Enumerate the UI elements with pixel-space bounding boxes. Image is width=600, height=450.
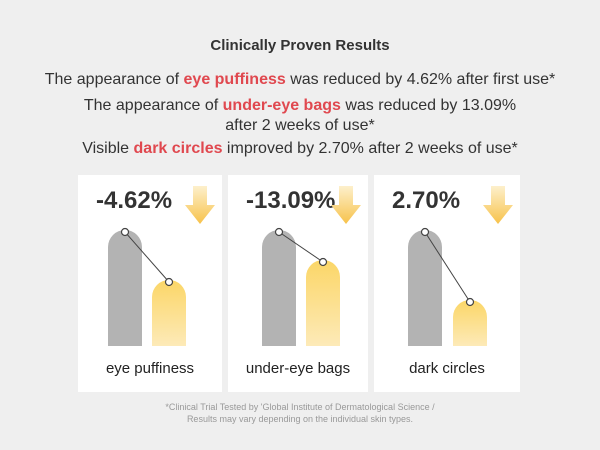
statement-continuation: after 2 weeks of use*: [225, 117, 374, 134]
down-arrow: [331, 186, 361, 224]
footnote: Results may vary depending on the indivi…: [187, 414, 413, 424]
statement: Visible dark circles improved by 2.70% a…: [82, 140, 518, 157]
statement: The appearance of under-eye bags was red…: [84, 97, 516, 114]
down-arrow: [483, 186, 513, 224]
statement-text: was reduced by 4.62% after first use*: [286, 71, 555, 88]
after-bar: [152, 280, 186, 346]
footnote: *Clinical Trial Tested by 'Global Instit…: [165, 402, 435, 412]
statement-text: Visible: [82, 140, 133, 157]
connector: [424, 231, 471, 303]
connector: [278, 231, 324, 263]
panel-value: -13.09%: [246, 187, 335, 214]
before-bar: [408, 230, 442, 346]
panel-value: -4.62%: [96, 187, 172, 214]
panel-label: under-eye bags: [246, 360, 350, 377]
statement-text: The appearance of: [45, 71, 184, 88]
statement-highlight: under-eye bags: [223, 97, 341, 114]
after-bar: [306, 260, 340, 346]
connector: [124, 231, 170, 283]
marker: [274, 227, 284, 237]
marker: [318, 257, 328, 267]
statement: The appearance of eye puffiness was redu…: [45, 71, 556, 88]
panels: -4.62% eye puffiness -13.09% under-eye bags…: [78, 175, 520, 392]
statement-text: improved by 2.70% after 2 weeks of use*: [222, 140, 517, 157]
panel-value: 2.70%: [392, 187, 460, 214]
panel-label: dark circles: [409, 360, 485, 377]
statement-text: was reduced by 13.09%: [341, 97, 516, 114]
after-bar: [453, 300, 487, 346]
marker: [164, 277, 174, 287]
before-bar: [108, 230, 142, 346]
panel-label: eye puffiness: [106, 360, 194, 377]
down-arrow: [185, 186, 215, 224]
title: Clinically Proven Results: [210, 37, 389, 54]
before-bar: [262, 230, 296, 346]
marker: [420, 227, 430, 237]
statement-text: The appearance of: [84, 97, 223, 114]
statement-highlight: dark circles: [134, 140, 223, 157]
marker: [465, 297, 475, 307]
statement-highlight: eye puffiness: [184, 71, 286, 88]
marker: [120, 227, 130, 237]
